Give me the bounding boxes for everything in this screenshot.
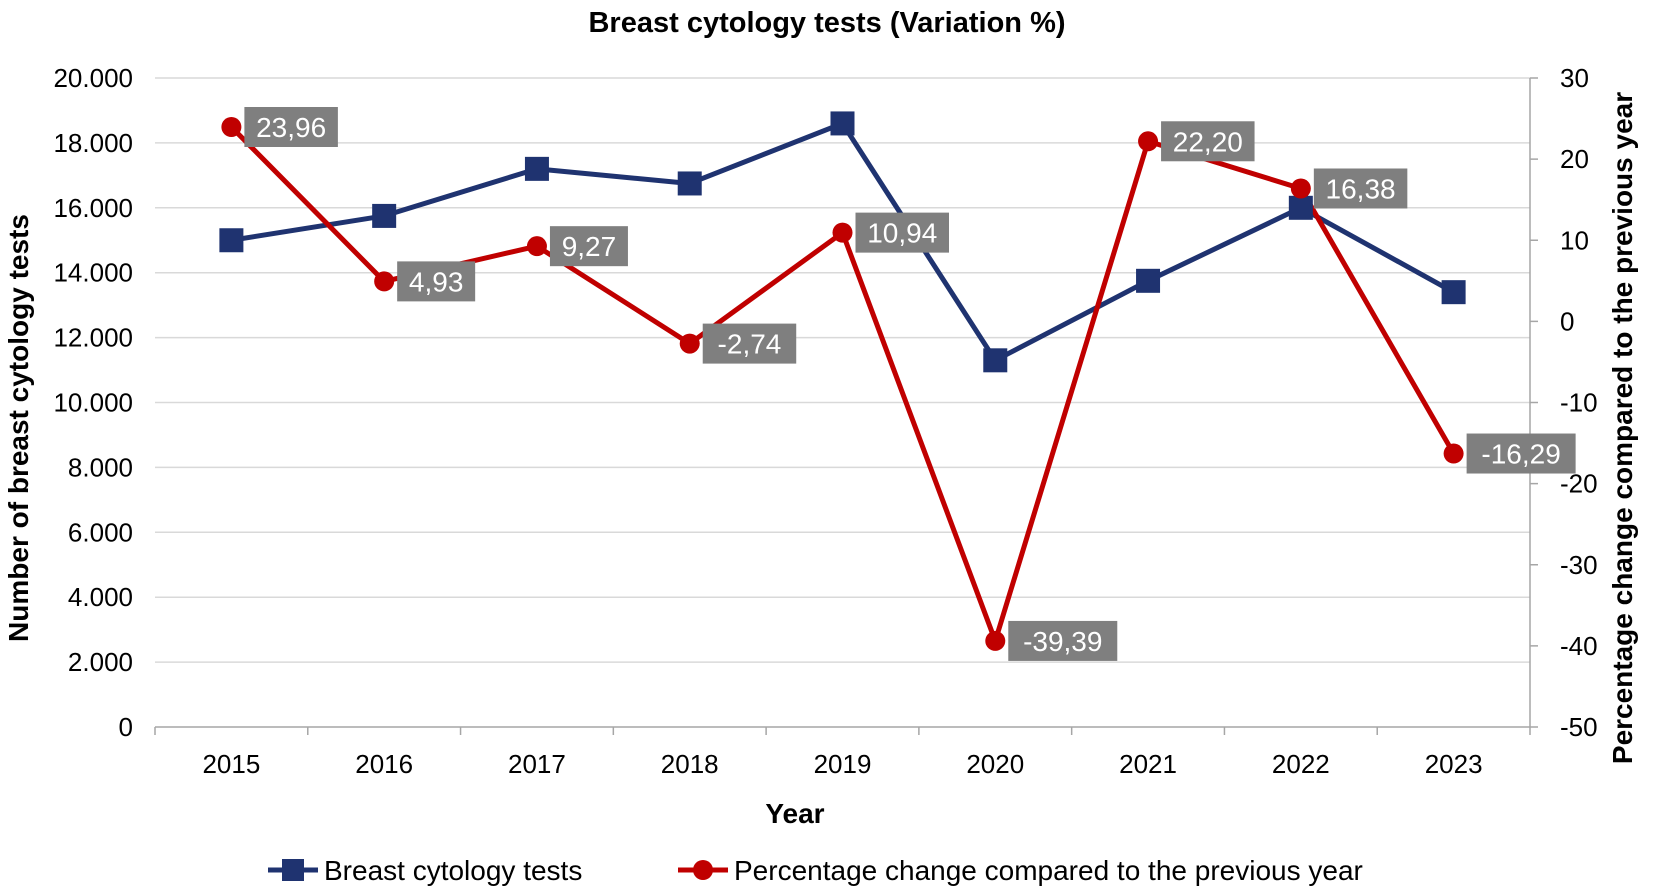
y2-tick-label: -30 [1560, 550, 1598, 580]
x-tick-label: 2016 [355, 749, 413, 779]
chart-text: Breast cytology tests (Variation %) Year… [3, 7, 1638, 829]
data-label-text: -2,74 [718, 329, 782, 360]
y2-tick-label: -20 [1560, 469, 1598, 499]
y2-tick-label: 30 [1560, 63, 1589, 93]
y2-tick-label: 0 [1560, 306, 1574, 336]
y-tick-label: 12.000 [53, 323, 133, 353]
data-labels: 23,96 4,93 9,27 -2,74 10,94 -39,39 22,20 16,38 -… [244, 106, 1576, 661]
data-point-square [524, 156, 549, 181]
data-label: 10,94 [855, 212, 949, 253]
series [219, 111, 1466, 651]
legend: Breast cytology tests Percentage change … [268, 855, 1363, 886]
data-label: -16,29 [1466, 433, 1576, 474]
data-label-box [1008, 620, 1118, 661]
y2-tick-label: -50 [1560, 712, 1598, 742]
data-point-square [372, 203, 397, 228]
y-tick-label: 14.000 [53, 258, 133, 288]
data-label-text: 22,20 [1173, 126, 1243, 157]
gridlines [155, 77, 1530, 663]
data-label-text: 4,93 [409, 266, 464, 297]
y2-tick-label: -40 [1560, 631, 1598, 661]
y-tick-label: 6.000 [68, 517, 133, 547]
data-point-circle [1443, 443, 1464, 464]
legend-marker-square-icon [282, 859, 304, 881]
data-label: 4,93 [397, 261, 476, 302]
data-label-box [1466, 433, 1576, 474]
data-label-box [1313, 168, 1408, 209]
data-point-circle [221, 116, 242, 137]
legend-label-percentage-change: Percentage change compared to the previo… [734, 855, 1363, 886]
data-point-square [1288, 195, 1313, 220]
data-label-box [397, 261, 476, 302]
data-label-text: 9,27 [562, 231, 617, 262]
data-label: -39,39 [1008, 620, 1118, 661]
data-label-box [549, 226, 628, 267]
data-label-box [1161, 121, 1255, 162]
data-label: 9,27 [549, 226, 628, 267]
data-point-square [983, 348, 1008, 373]
y-tick-label: 0 [119, 712, 133, 742]
y2-tick-label: -10 [1560, 388, 1598, 418]
x-tick-label: 2018 [661, 749, 719, 779]
data-label-box [702, 323, 797, 364]
x-axis-title: Year [765, 798, 824, 829]
y-tick-label: 18.000 [53, 128, 133, 158]
data-point-square [677, 171, 702, 196]
data-point-circle [374, 271, 395, 292]
data-label-text: -39,39 [1023, 626, 1102, 657]
data-point-square [1136, 268, 1161, 293]
x-tick-label: 2019 [814, 749, 872, 779]
data-point-circle [985, 630, 1006, 651]
data-label: 23,96 [244, 106, 338, 147]
y-tick-label: 16.000 [53, 193, 133, 223]
data-label: 22,20 [1161, 121, 1255, 162]
data-point-circle [526, 236, 547, 257]
data-label-text: 10,94 [867, 218, 937, 249]
y-tick-label: 4.000 [68, 582, 133, 612]
data-point-square [219, 228, 244, 253]
x-tick-label: 2017 [508, 749, 566, 779]
data-label-box [855, 212, 949, 253]
data-label-box [244, 106, 338, 147]
y-tick-label: 10.000 [53, 388, 133, 418]
x-tick-label: 2023 [1425, 749, 1483, 779]
data-point-circle [1138, 131, 1159, 152]
data-point-circle [679, 333, 700, 354]
data-point-square [830, 111, 855, 136]
x-tick-label: 2022 [1272, 749, 1330, 779]
legend-label-breast-cytology-tests: Breast cytology tests [324, 855, 582, 886]
legend-marker-circle-icon [693, 860, 713, 880]
y2-tick-label: 20 [1560, 144, 1589, 174]
y-tick-label: 2.000 [68, 647, 133, 677]
chart-title: Breast cytology tests (Variation %) [588, 7, 1065, 39]
y-axis-title: Number of breast cytology tests [3, 214, 34, 642]
data-label: -2,74 [702, 323, 797, 364]
y-tick-label: 8.000 [68, 452, 133, 482]
data-point-circle [1290, 178, 1311, 199]
data-label-text: 16,38 [1326, 173, 1396, 204]
x-tick-label: 2015 [202, 749, 260, 779]
data-point-square [1441, 280, 1466, 305]
data-label-text: 23,96 [256, 112, 326, 143]
data-point-circle [832, 222, 853, 243]
x-tick-label: 2020 [966, 749, 1024, 779]
axes: 0 2.000 4.000 6.000 8.000 10.000 12.000 14.000 1… [53, 63, 1597, 779]
y2-axis-title: Percentage change compared to the previo… [1607, 92, 1638, 764]
x-tick-label: 2021 [1119, 749, 1177, 779]
y2-tick-label: 10 [1560, 225, 1589, 255]
data-label-text: -16,29 [1481, 439, 1560, 470]
y-tick-label: 20.000 [53, 63, 133, 93]
data-label: 16,38 [1313, 168, 1408, 209]
